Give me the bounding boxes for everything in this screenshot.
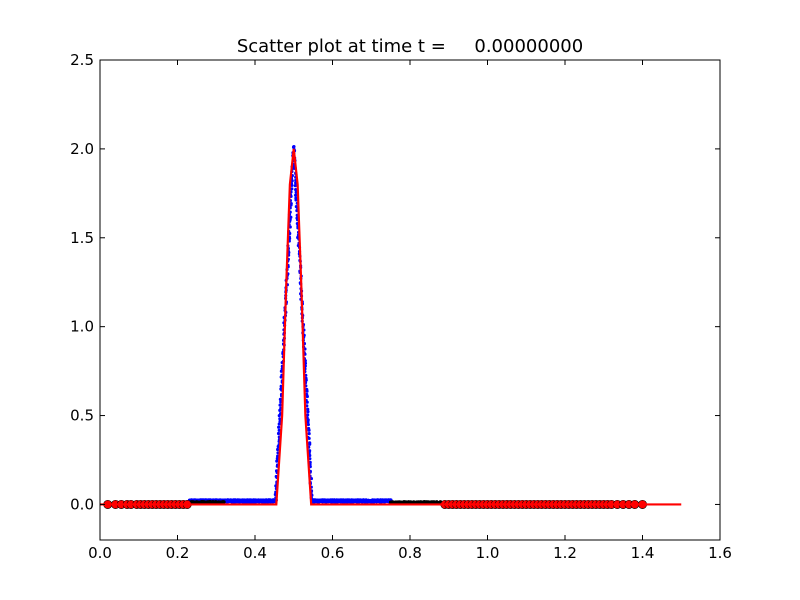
x-tick-label: 0.2 <box>166 544 190 562</box>
x-tick-label: 0.4 <box>243 544 267 562</box>
blue-point <box>306 420 310 424</box>
blue-point <box>275 459 279 463</box>
blue-point <box>278 403 282 407</box>
blue-point <box>276 431 281 436</box>
y-tick-labels: 0.0 0.5 1.0 1.5 2.0 2.5 <box>70 51 94 513</box>
x-tick-label: 1.4 <box>631 544 655 562</box>
blue-point <box>306 413 310 417</box>
x-tick-label: 1.0 <box>476 544 500 562</box>
blue-point <box>278 397 283 401</box>
blue-point <box>277 425 281 429</box>
x-tick-label: 0.6 <box>321 544 345 562</box>
chart-title: Scatter plot at time t = 0.00000000 <box>237 36 583 57</box>
blue-point <box>304 378 308 382</box>
blue-point <box>278 417 282 421</box>
ticks-layer <box>99 59 721 540</box>
y-tick-label: 0.0 <box>70 495 94 513</box>
blue-point <box>306 409 310 414</box>
x-tick-labels: 0.0 0.2 0.4 0.6 0.8 1.0 1.2 1.4 1.6 <box>88 544 732 562</box>
red-line-series <box>100 148 682 506</box>
x-tick-label: 0.0 <box>88 544 112 562</box>
blue-point <box>290 187 294 191</box>
blue-point <box>294 188 298 192</box>
blue-point <box>294 193 298 197</box>
y-tick-label: 0.5 <box>70 407 94 425</box>
blue-point <box>277 422 281 426</box>
x-tick-label: 1.6 <box>708 544 732 562</box>
blue-point <box>279 369 283 373</box>
marks-layer <box>100 144 682 509</box>
blue-point <box>305 400 309 404</box>
blue-point <box>305 394 309 399</box>
y-tick-label: 1.0 <box>70 318 94 336</box>
y-tick-label: 2.5 <box>70 51 94 69</box>
blue-point <box>307 436 311 441</box>
blue-point <box>308 442 312 446</box>
blue-point <box>305 389 309 393</box>
blue-point <box>289 202 293 206</box>
blue-point <box>294 198 298 202</box>
axes-frame <box>99 59 721 541</box>
x-tick-label: 1.2 <box>553 544 577 562</box>
blue-point <box>307 428 311 432</box>
blue-point <box>292 144 296 149</box>
y-tick-label: 1.5 <box>70 229 94 247</box>
blue-point <box>293 184 297 188</box>
blue-point <box>307 432 311 436</box>
blue-point <box>289 215 293 219</box>
black-point <box>222 500 226 504</box>
x-tick-label: 0.8 <box>398 544 422 562</box>
blue-point <box>279 387 283 391</box>
blue-point <box>306 422 310 427</box>
y-tick-label: 2.0 <box>70 140 94 158</box>
blue-point <box>277 428 281 432</box>
blue-point <box>306 407 310 411</box>
blue-point <box>276 447 280 452</box>
